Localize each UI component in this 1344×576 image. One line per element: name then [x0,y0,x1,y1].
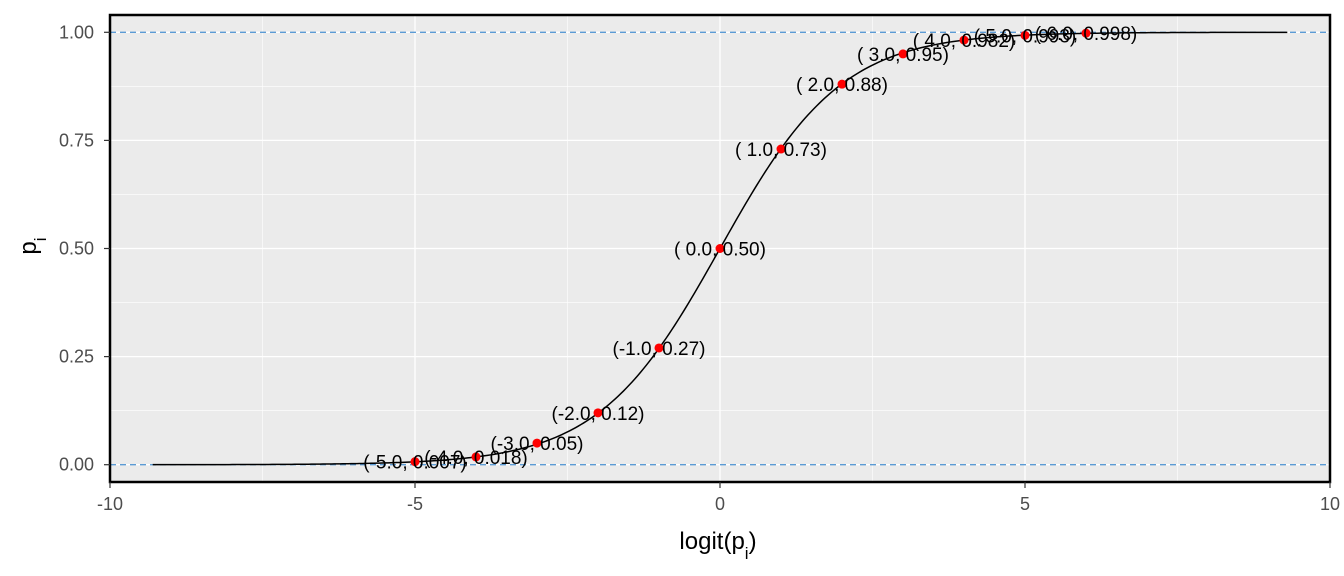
point-label: ( 2.0, 0.88) [796,75,888,96]
x-tick-label: -10 [97,494,123,514]
point-label: (-4.0, 0.018) [424,448,528,469]
point-label: (-2.0, 0.12) [552,404,645,425]
point-label: ( 5.0, 0.993) [974,26,1076,47]
y-tick-label: 0.50 [59,239,94,259]
point-label: (-3.0, 0.05) [491,434,584,455]
data-points [410,28,1091,467]
y-axis: 0.00 0.25 0.50 0.75 1.00 [59,22,110,475]
x-tick-label: 5 [1020,494,1030,514]
x-axis: -10 -5 0 5 10 [97,482,1340,514]
data-point [410,457,420,467]
x-tick-label: 0 [715,494,725,514]
point-labels: (-5.0, 0.007)(-4.0, 0.018)(-3.0, 0.05) (-… [363,24,1137,474]
data-point [532,438,542,448]
data-point [1081,28,1091,38]
point-label: (-1.0, 0.27) [613,339,706,360]
point-label: (-5.0, 0.007) [363,453,467,474]
data-point [959,35,969,45]
point-label: ( 4.0, 0.982) [913,31,1015,52]
data-point [776,144,786,154]
data-point [898,49,908,59]
point-label: ( 3.0, 0.95) [857,45,949,66]
y-tick-label: 0.00 [59,455,94,475]
x-axis-title: logit(pi) [679,528,756,563]
y-tick-label: 0.75 [59,130,94,150]
data-point [471,452,481,462]
point-label: ( 1.0, 0.73) [735,140,827,161]
data-point [715,244,725,253]
point-label: ( 0.0, 0.50) [674,240,766,261]
y-tick-label: 0.25 [59,347,94,367]
x-tick-label: -5 [407,494,423,514]
x-tick-label: 10 [1320,494,1340,514]
y-tick-label: 1.00 [59,22,94,42]
data-point [1020,30,1030,40]
data-point [654,343,664,353]
data-point [593,408,603,418]
y-axis-title: pi [15,237,50,254]
point-label: ( 6.0, 0.998) [1035,24,1137,45]
data-point [837,79,847,89]
